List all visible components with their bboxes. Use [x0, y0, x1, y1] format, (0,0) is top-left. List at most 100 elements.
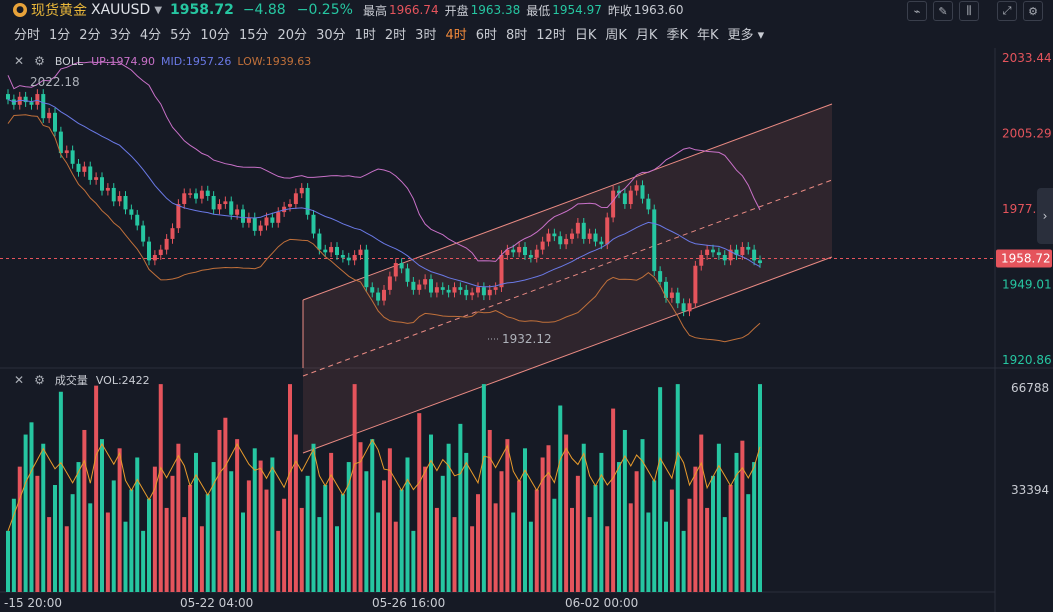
kline-chart[interactable]: 2033.442005.291977.151949.011920.861958.…: [0, 48, 1053, 612]
indicator-settings-icon[interactable]: ⚙: [34, 54, 45, 68]
candle-body: [605, 217, 610, 245]
volume-bar: [458, 423, 463, 592]
candle-body: [575, 222, 580, 234]
candle-body: [58, 131, 63, 154]
period-0[interactable]: 分时: [14, 28, 41, 43]
candle-body: [158, 249, 163, 256]
candle-body: [246, 217, 251, 223]
volume-bar: [376, 512, 381, 592]
candle-body: [534, 249, 539, 258]
period-21[interactable]: 年K: [696, 28, 719, 43]
period-17[interactable]: 日K: [574, 28, 597, 43]
candle-body: [141, 225, 146, 242]
period-10[interactable]: 1时: [354, 28, 376, 43]
period-3[interactable]: 3分: [109, 28, 131, 43]
candle-body: [434, 287, 439, 293]
volume-bar: [716, 443, 721, 592]
volume-bar: [652, 480, 657, 592]
period-15[interactable]: 8时: [506, 28, 528, 43]
candle-body: [446, 289, 451, 293]
candle-body: [417, 284, 422, 290]
expand-panel-icon[interactable]: ›: [1037, 188, 1053, 244]
candle-body: [170, 228, 175, 239]
price-axis-label: 2033.44: [1002, 51, 1052, 65]
candle-body: [135, 214, 140, 226]
period-16[interactable]: 12时: [536, 28, 566, 43]
volume-bar: [399, 489, 404, 592]
period-19[interactable]: 月K: [635, 28, 658, 43]
period-8[interactable]: 20分: [277, 28, 308, 43]
candle-body: [370, 287, 375, 293]
volume-bar: [705, 507, 710, 592]
period-6[interactable]: 10分: [200, 28, 230, 43]
chart-frame: 2033.44 2005.29 1977.15 1949.01 1920.86 1958.…: [0, 48, 1053, 612]
period-1[interactable]: 1分: [49, 28, 71, 43]
period-11[interactable]: 2时: [384, 28, 407, 43]
period-20[interactable]: 季K: [666, 28, 688, 43]
volume-legend: ✕ ⚙ 成交量 VOL:2422: [14, 372, 150, 388]
volume-settings-icon[interactable]: ⚙: [34, 373, 45, 387]
indicator-icon[interactable]: ⌁: [907, 1, 927, 21]
period-4[interactable]: 4分: [139, 28, 162, 43]
candle-body: [646, 198, 651, 210]
volume-bar: [188, 485, 193, 592]
volume-bar: [17, 466, 22, 592]
settings-icon[interactable]: ⚙: [1023, 1, 1043, 21]
period-22[interactable]: 更多 ▾: [727, 28, 765, 43]
period-13[interactable]: 4时: [445, 28, 467, 43]
volume-bar: [611, 408, 616, 592]
volume-bar: [182, 517, 187, 592]
candle-body: [6, 94, 10, 100]
candle-body: [669, 292, 674, 298]
volume-bar: [575, 475, 580, 592]
candle-body: [476, 287, 480, 293]
candle-body: [528, 255, 533, 258]
draw-icon[interactable]: ✎: [933, 1, 953, 21]
candle-type-icon[interactable]: ⫼: [959, 1, 979, 21]
volume-bar: [628, 503, 633, 592]
instrument-symbol[interactable]: XAUUSD: [91, 2, 151, 18]
high-label: 最高: [362, 3, 387, 18]
volume-bar: [340, 494, 345, 592]
volume-bar: [640, 439, 645, 592]
candle-body: [188, 193, 193, 195]
volume-bar: [135, 457, 140, 592]
period-7[interactable]: 15分: [238, 28, 269, 43]
volume-bar: [658, 387, 663, 592]
candle-body: [628, 190, 633, 205]
candle-body: [511, 249, 516, 253]
candle-body: [64, 150, 69, 154]
volume-bar: [722, 517, 727, 592]
period-14[interactable]: 6时: [475, 28, 498, 43]
volume-value: VOL:2422: [95, 373, 150, 387]
volume-bar: [440, 475, 445, 592]
fullscreen-icon[interactable]: ⤢: [997, 1, 1017, 21]
candle-body: [517, 246, 522, 253]
period-12[interactable]: 3时: [415, 28, 437, 43]
candle-body: [152, 255, 157, 261]
volume-bar: [758, 384, 762, 592]
candle-body: [552, 233, 557, 237]
close-indicator-icon[interactable]: ✕: [14, 54, 25, 68]
volume-bar: [164, 507, 169, 592]
volume-bar: [170, 475, 175, 592]
candle-body: [746, 246, 751, 250]
price-tag-bg: [996, 249, 1052, 268]
period-5[interactable]: 5分: [170, 28, 192, 43]
max-price-annotation: 2022.18: [30, 75, 80, 89]
candle-body: [305, 187, 310, 215]
volume-bar: [6, 530, 10, 592]
boll-title: BOLL: [54, 54, 84, 68]
symbol-dropdown-icon[interactable]: ▼: [154, 4, 163, 16]
candle-body: [235, 209, 240, 215]
period-9[interactable]: 30分: [316, 28, 346, 43]
volume-bar: [317, 517, 322, 592]
candle-body: [346, 257, 351, 261]
period-18[interactable]: 周K: [605, 28, 627, 43]
close-volume-icon[interactable]: ✕: [14, 373, 25, 387]
volume-bar: [546, 445, 551, 592]
period-2[interactable]: 2分: [79, 28, 101, 43]
candle-body: [499, 255, 504, 288]
volume-bar: [740, 440, 745, 592]
volume-bar: [205, 494, 210, 592]
